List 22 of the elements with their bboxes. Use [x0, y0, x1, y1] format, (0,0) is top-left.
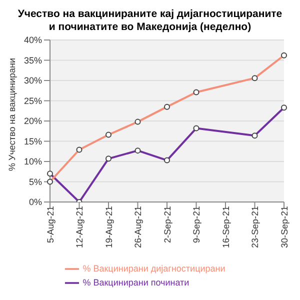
y-axis-title: % Учество на вакцинирани: [7, 58, 18, 171]
y-tick-label: 10%: [24, 156, 42, 167]
x-tick-label: 9-Sep-21: [192, 206, 202, 244]
x-tick-label: 19-Aug-21: [104, 206, 114, 248]
x-tick-label: 12-Aug-21: [74, 206, 85, 248]
x-tick-label: 5-Aug-21: [45, 206, 56, 244]
y-tick-label: 20%: [24, 116, 42, 126]
y-tick-label: 35%: [24, 55, 42, 66]
x-tick-label: 26-Aug-21: [133, 206, 144, 248]
y-tick-label: 5%: [28, 176, 42, 187]
y-tick-label: 25%: [24, 96, 42, 106]
y-tick-label: 30%: [24, 76, 42, 86]
y-tick-label: 15%: [24, 136, 42, 146]
legend-label: % Вакцинирани дијагностицирани: [82, 263, 226, 274]
chart-title: Учество на вакцинираните кај дијагностицираните и починатите во Македонија (неделно): [16, 8, 284, 34]
y-tick-label: 0%: [28, 197, 42, 208]
x-tick-label: 2-Sep-21: [162, 206, 172, 244]
y-tick-label: 40%: [24, 35, 42, 46]
x-tick-label: 16-Sep-21: [220, 206, 231, 248]
legend-label: % Вакцинирани починати: [82, 277, 190, 288]
x-tick-label: 23-Sep-21: [250, 206, 260, 248]
x-tick-label: 30-Sep-21: [279, 206, 290, 248]
